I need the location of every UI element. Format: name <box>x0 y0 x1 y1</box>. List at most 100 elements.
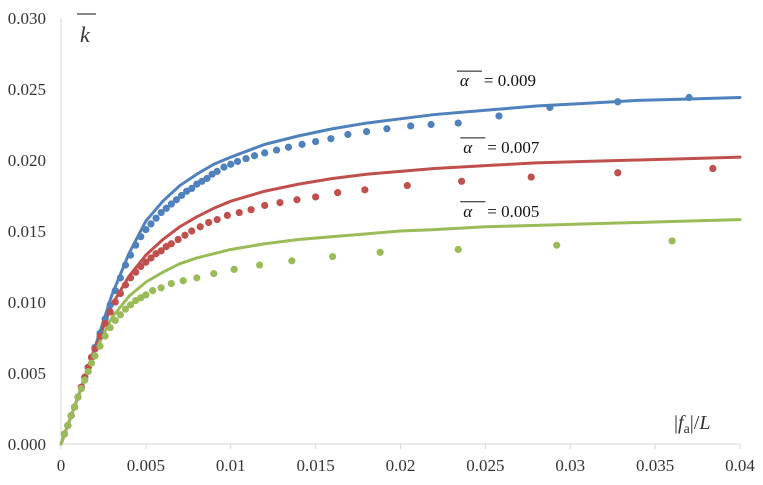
x-tick-label: 0 <box>57 456 66 475</box>
series-0-point <box>312 137 320 146</box>
series-2-point <box>127 301 135 309</box>
series-2-point <box>142 291 150 299</box>
series-0-point <box>162 204 170 212</box>
series-0-point <box>137 233 145 241</box>
series-0-point <box>233 157 242 166</box>
y-tick-label: 0.005 <box>8 364 46 383</box>
series-2-point <box>157 284 165 292</box>
x-tick-label: 0.02 <box>386 456 416 475</box>
series-labels: α = 0.009 α = 0.007 α = 0.005 <box>456 70 540 221</box>
series-0-point <box>167 200 175 208</box>
series-0-point <box>177 191 186 200</box>
series-2-point <box>77 385 85 393</box>
series-2-point <box>74 393 82 401</box>
x-tick-label: 0.005 <box>127 456 165 475</box>
alpha-value: = 0.007 <box>487 138 540 157</box>
series-2-point <box>121 305 130 313</box>
series-0-point <box>284 143 293 151</box>
series-0-point <box>454 119 462 127</box>
series-0-point <box>495 112 503 120</box>
series-2-point <box>376 248 384 256</box>
series-1-point <box>196 223 204 231</box>
series-1-point <box>121 281 130 289</box>
series-1-point <box>96 332 104 340</box>
series-2-point <box>64 421 72 430</box>
series-0-point <box>250 152 259 160</box>
series-1-point <box>205 218 213 227</box>
series-1-label: α = 0.007 <box>460 137 540 157</box>
series-0-point <box>116 274 125 282</box>
series-0-point <box>344 130 352 139</box>
series-1-point <box>132 268 140 276</box>
series-2-point <box>288 257 296 265</box>
series-1-point <box>293 196 301 204</box>
series-0-point <box>142 225 150 234</box>
series-0-point <box>362 128 371 136</box>
series-0-point <box>220 163 228 171</box>
series-0-point <box>427 120 435 129</box>
series-2-point <box>60 430 68 438</box>
series-0-point <box>157 208 165 217</box>
series-0-point <box>261 149 269 157</box>
series-curves <box>59 96 742 446</box>
series-2-point <box>81 376 89 384</box>
series-1-point <box>167 240 175 248</box>
series-1-point <box>458 177 466 185</box>
series-2-point <box>91 352 99 360</box>
series-2-point <box>67 412 75 420</box>
series-2-point <box>329 252 337 261</box>
series-0-point <box>203 174 211 183</box>
series-1-point <box>261 201 269 210</box>
series-2-point <box>553 241 561 249</box>
series-1-point <box>188 227 196 235</box>
series-1-point <box>142 258 150 266</box>
series-1-point <box>312 193 320 201</box>
series-2-point <box>149 287 157 295</box>
series-0-point <box>127 251 135 259</box>
y-tick-label: 0.020 <box>8 151 46 170</box>
series-0-point <box>242 154 250 163</box>
series-2-point <box>96 342 104 350</box>
series-0-point <box>685 93 693 102</box>
series-1-point <box>147 254 155 262</box>
alpha-value: = 0.009 <box>484 71 536 90</box>
series-points <box>60 93 717 438</box>
series-1-point <box>527 173 535 181</box>
series-0-point <box>614 98 622 106</box>
series-2-point <box>70 403 79 411</box>
series-0-point <box>383 125 391 133</box>
series-0-point <box>213 167 221 175</box>
series-2-label: α = 0.005 <box>460 201 539 221</box>
series-2-point <box>111 316 119 325</box>
x-tick-label: 0.015 <box>297 456 335 475</box>
series-2-point <box>87 359 96 367</box>
series-1-point <box>111 298 119 306</box>
series-1-point <box>106 308 114 316</box>
y-tick-label: 0.010 <box>8 293 46 312</box>
x-tick-label: 0.025 <box>466 456 504 475</box>
series-0-point <box>298 140 306 148</box>
series-1-point <box>101 319 109 327</box>
series-2-point <box>230 265 238 273</box>
series-2-point <box>256 261 264 269</box>
series-2-point <box>668 237 676 245</box>
x-tick-label: 0.03 <box>555 456 585 475</box>
series-2-point <box>454 245 462 254</box>
series-1-point <box>181 231 189 239</box>
series-1-point <box>127 274 135 282</box>
series-2-point <box>210 270 218 278</box>
series-0-point <box>546 103 554 112</box>
y-tick-label: 0.000 <box>8 435 46 454</box>
alpha-symbol: α <box>460 71 470 90</box>
series-0-point <box>227 160 235 168</box>
series-1-point <box>223 211 231 219</box>
alpha-symbol: α <box>463 202 473 221</box>
alpha-value: = 0.005 <box>487 202 539 221</box>
series-1-point <box>213 216 221 224</box>
series-0-point <box>132 241 140 249</box>
series-2-curve <box>59 218 742 446</box>
series-1-point <box>137 262 145 271</box>
series-2-point <box>193 274 201 282</box>
series-0-point <box>272 146 281 154</box>
